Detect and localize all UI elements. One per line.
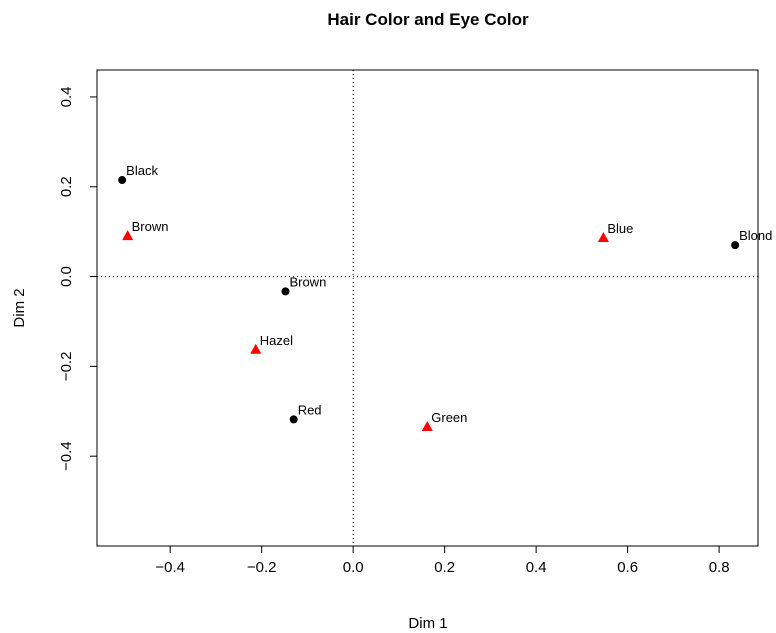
y-tick-label: 0.0 (58, 266, 75, 287)
eye-color-point (250, 343, 262, 354)
point-label: Hazel (260, 333, 293, 348)
hair-color-point (731, 241, 740, 250)
y-tick-label: −0.4 (58, 441, 75, 471)
eye-color-point (421, 421, 433, 431)
x-axis: −0.4 −0.2 0.0 0.2 0.4 0.6 0.8 (155, 545, 730, 576)
x-tick-label: −0.2 (247, 559, 277, 576)
hair-color-point (289, 415, 298, 424)
x-tick-label: 0.6 (617, 559, 638, 576)
eye-color-point (597, 231, 609, 242)
y-axis-label: Dim 2 (11, 288, 28, 327)
y-axis: −0.4 −0.2 0.0 0.2 0.4 (58, 87, 98, 471)
point-label: Brown (289, 274, 326, 289)
plot-frame (96, 69, 759, 547)
x-axis-label: Dim 1 (408, 615, 447, 632)
hair-color-point (118, 176, 127, 185)
y-tick-label: 0.4 (58, 87, 75, 108)
eye-color-point (122, 230, 134, 241)
point-label: Black (126, 163, 158, 178)
x-tick-label: −0.4 (155, 559, 185, 576)
point-label: Green (431, 410, 467, 425)
point-label: Blond (739, 228, 772, 243)
data-points: Black Brown Red Blond Brown Hazel Green Blue (118, 163, 772, 431)
point-label: Blue (607, 221, 633, 236)
x-tick-label: 0.2 (434, 559, 455, 576)
y-tick-label: −0.2 (58, 352, 75, 382)
point-label: Red (298, 402, 322, 417)
chart-title: Hair Color and Eye Color (327, 10, 529, 29)
point-label: Brown (132, 219, 169, 234)
x-tick-label: 0.8 (709, 559, 730, 576)
x-tick-label: 0.4 (526, 559, 547, 576)
y-tick-label: 0.2 (58, 176, 75, 197)
reference-lines (97, 70, 758, 546)
hair-color-point (281, 287, 290, 296)
x-tick-label: 0.0 (343, 559, 364, 576)
